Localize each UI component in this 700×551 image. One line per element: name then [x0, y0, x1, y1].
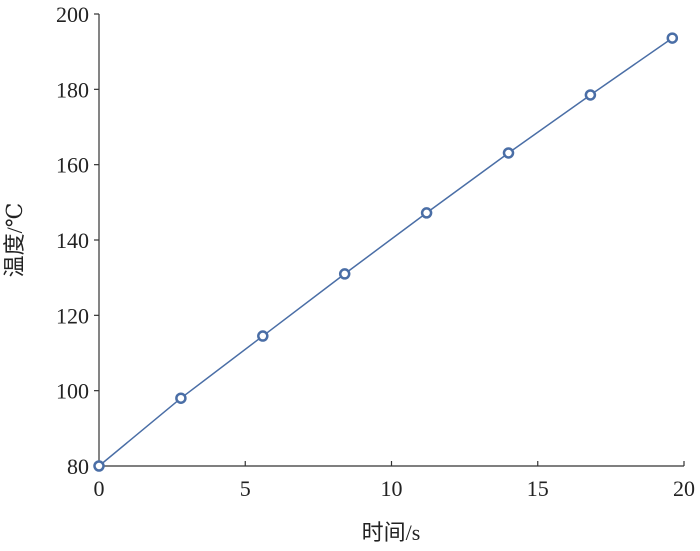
y-tick-label: 120: [56, 303, 89, 328]
y-tick-label: 80: [67, 454, 89, 479]
data-marker: [338, 268, 351, 280]
data-marker: [666, 32, 679, 44]
data-marker: [93, 460, 105, 472]
x-tick-label: 15: [527, 476, 549, 501]
x-tick-label: 0: [94, 476, 105, 501]
data-marker: [420, 207, 433, 219]
y-tick-label: 200: [56, 2, 89, 27]
x-axis-label: 时间/s: [362, 520, 421, 545]
y-tick-label: 140: [56, 228, 89, 253]
x-tick-label: 5: [240, 476, 251, 501]
y-tick-label: 180: [56, 77, 89, 102]
data-marker: [175, 392, 187, 404]
data-marker: [257, 330, 269, 342]
x-tick-label: 10: [381, 476, 403, 501]
y-tick-label: 160: [56, 153, 89, 178]
y-tick-label: 100: [56, 379, 89, 404]
data-marker: [584, 89, 597, 101]
x-tick-label: 20: [673, 476, 695, 501]
y-axis-label: 温度/℃: [2, 203, 27, 278]
data-line: [98, 37, 673, 467]
data-marker: [502, 147, 515, 159]
